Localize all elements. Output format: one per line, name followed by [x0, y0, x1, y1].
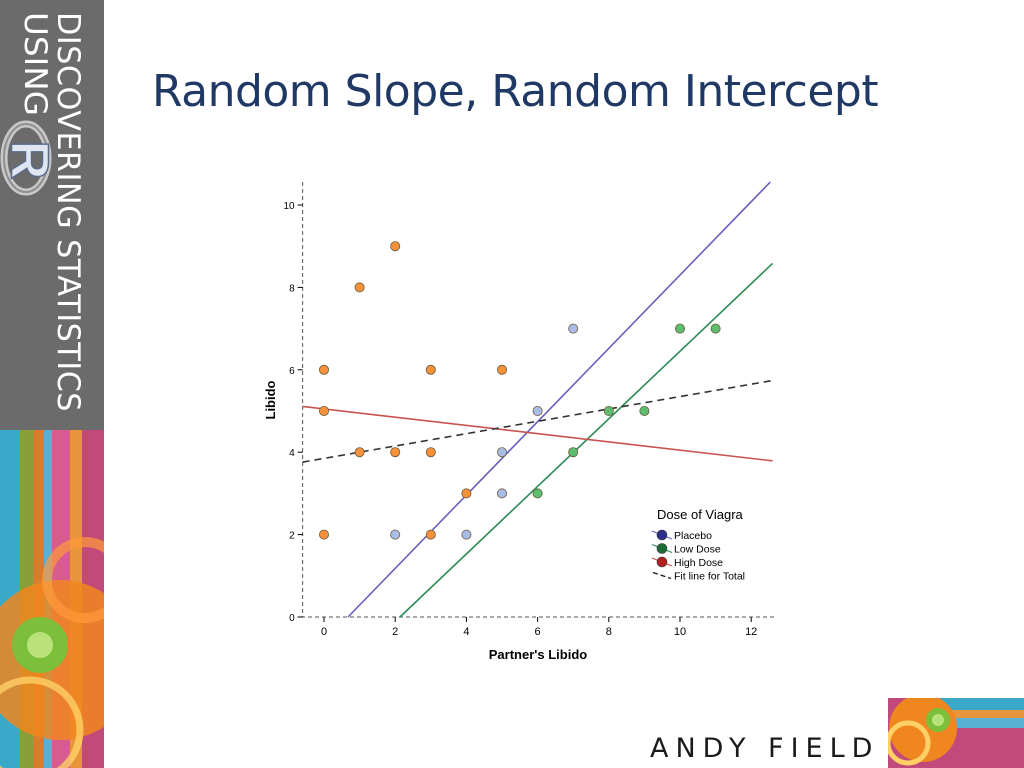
book-title-line2: USING	[17, 12, 53, 116]
x-tick-label: 0	[321, 626, 327, 638]
book-title-line1: DISCOVERING STATISTICS	[50, 12, 86, 412]
y-tick-label: 0	[289, 613, 295, 624]
data-point-low-dose	[568, 447, 579, 458]
zero-gridlines	[301, 182, 775, 618]
legend-entry-label: Placebo	[674, 530, 712, 542]
data-point-high-dose	[319, 405, 330, 416]
data-point-placebo	[496, 488, 507, 499]
data-point-low-dose	[674, 323, 685, 334]
y-tick-label: 10	[284, 201, 296, 212]
corner-decorative-art	[888, 698, 1024, 768]
legend-entry-label: Fit line for Total	[674, 571, 745, 583]
fit-line-total	[302, 379, 773, 463]
data-point-placebo	[496, 447, 507, 458]
x-tick-label: 12	[745, 626, 757, 638]
data-point-high-dose	[354, 447, 365, 458]
fit-lines	[302, 181, 774, 618]
data-point-placebo	[390, 529, 401, 540]
fit-line-placebo	[347, 181, 771, 618]
fit-line-high-dose	[302, 405, 773, 462]
sidebar-title-panel	[0, 0, 104, 430]
axes: 0 2 4 6 8 10 12 0 2 4 6 8 10	[284, 201, 758, 638]
scatter-chart: 0 2 4 6 8 10 12 0 2 4 6 8 10 Partner's Libido Libido…	[263, 181, 775, 662]
y-axis-label: Libido	[263, 380, 278, 419]
data-point-placebo	[568, 323, 579, 334]
slide-title: Random Slope, Random Intercept	[152, 66, 879, 117]
data-point-placebo	[461, 529, 472, 540]
data-point-high-dose	[425, 364, 436, 375]
x-tick-label: 8	[606, 626, 612, 638]
y-tick-label: 6	[289, 366, 295, 377]
data-point-high-dose	[425, 447, 436, 458]
data-point-high-dose	[354, 282, 365, 293]
book-title: DISCOVERING STATISTICS USING R	[0, 12, 86, 412]
legend-marker-0	[656, 529, 668, 541]
legend-entry-label: Low Dose	[674, 544, 721, 556]
legend-entry-label: High Dose	[674, 557, 723, 569]
data-points	[319, 241, 721, 540]
y-tick-label: 8	[289, 283, 295, 294]
data-point-low-dose	[710, 323, 721, 334]
data-point-high-dose	[390, 447, 401, 458]
data-point-high-dose	[319, 364, 330, 375]
data-point-high-dose	[390, 241, 401, 252]
y-tick-label: 2	[289, 531, 295, 542]
legend-marker-1	[656, 543, 668, 554]
data-point-placebo	[532, 405, 543, 416]
x-tick-label: 2	[392, 626, 398, 638]
legend-title: Dose of Viagra	[657, 507, 744, 522]
data-point-high-dose	[425, 529, 436, 540]
data-point-low-dose	[603, 405, 614, 416]
data-point-low-dose	[639, 405, 650, 416]
fit-line-low-dose	[399, 262, 774, 618]
data-point-high-dose	[319, 529, 330, 540]
x-tick-label: 4	[463, 626, 469, 638]
r-logo-letter: R	[0, 141, 60, 180]
data-point-high-dose	[496, 364, 507, 375]
legend-marker-total	[652, 571, 672, 580]
x-tick-label: 10	[674, 626, 686, 638]
y-tick-label: 4	[289, 448, 295, 459]
author-name: ANDY FIELD	[650, 733, 880, 764]
data-point-high-dose	[461, 488, 472, 499]
sidebar-decorative-art	[0, 430, 104, 768]
legend-marker-2	[656, 556, 668, 568]
book-sidebar: DISCOVERING STATISTICS USING R	[0, 0, 104, 768]
x-axis-label: Partner's Libido	[489, 647, 587, 662]
data-point-low-dose	[532, 488, 543, 499]
r-logo: R	[0, 120, 60, 196]
x-tick-label: 6	[535, 626, 541, 638]
